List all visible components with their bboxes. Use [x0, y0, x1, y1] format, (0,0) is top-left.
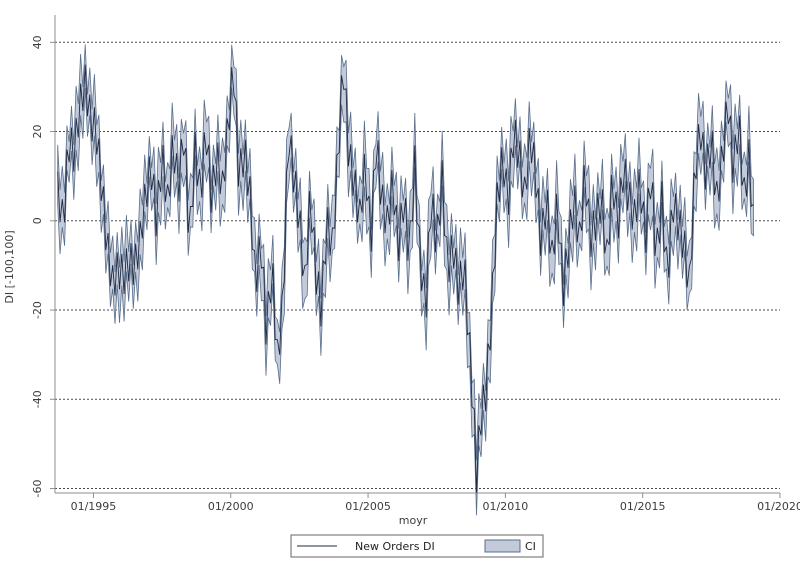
ci-band-area — [57, 44, 754, 516]
x-axis-title: moyr — [399, 514, 428, 527]
y-axis-ticks: 40 20 0 -20 -40 -60 — [31, 35, 55, 498]
legend-box — [290, 534, 544, 558]
x-tick-label: 01/2005 — [345, 500, 391, 513]
y-tick-label: 20 — [31, 125, 44, 139]
x-tick-label: 01/2000 — [208, 500, 254, 513]
y-tick-label: -60 — [31, 480, 44, 498]
series-line-new-orders-di — [57, 64, 754, 494]
y-tick-label: 40 — [31, 35, 44, 49]
legend-label-ci: CI — [525, 540, 536, 553]
y-tick-label: -40 — [31, 390, 44, 408]
axes — [54, 15, 780, 494]
gridlines — [55, 41, 780, 490]
y-tick-label: 0 — [31, 217, 44, 224]
legend-label-series: New Orders DI — [355, 540, 435, 553]
x-tick-label: 01/2015 — [620, 500, 666, 513]
y-axis-title: DI [-100,100] — [3, 230, 16, 303]
new-orders-series — [57, 64, 754, 494]
legend: New Orders DI CI — [290, 534, 544, 558]
x-tick-label: 01/2010 — [483, 500, 529, 513]
y-tick-label: -20 — [31, 301, 44, 319]
x-axis-ticks: 01/1995 01/2000 01/2005 01/2010 01/2015 01/20… — [71, 493, 800, 513]
x-tick-label: 01/2020 — [757, 500, 800, 513]
legend-band-swatch — [484, 539, 521, 553]
confidence-band — [57, 44, 754, 516]
x-tick-label: 01/1995 — [71, 500, 117, 513]
